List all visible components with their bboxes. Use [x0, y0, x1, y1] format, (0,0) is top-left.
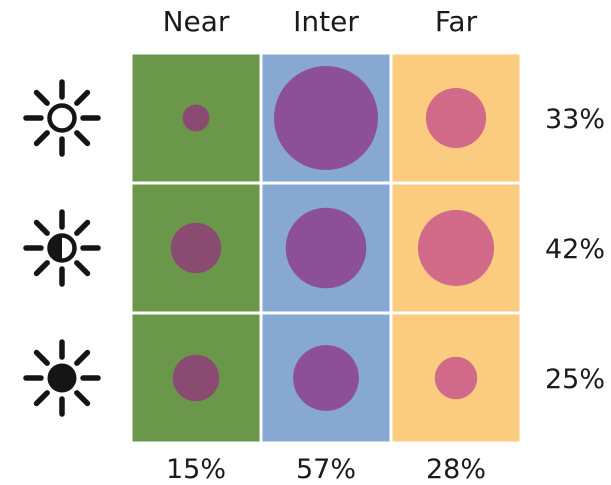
column-total-label: 57%	[296, 454, 356, 485]
sun-ray	[74, 89, 91, 106]
sun-disc	[47, 363, 77, 393]
sun-ray	[33, 89, 50, 106]
bubble-far-row3	[434, 356, 478, 400]
column-header-near: Near	[163, 5, 230, 38]
bubble-near-row3	[172, 354, 220, 402]
bubble-near-row2	[170, 222, 222, 274]
sun-ray	[74, 130, 91, 147]
sun-half-fill	[49, 235, 62, 261]
sun-ray	[74, 390, 91, 407]
cell-near-row3	[129, 311, 263, 445]
row-total-label: 25%	[545, 364, 605, 395]
sun-ray	[74, 219, 91, 236]
bubble-inter-row2	[285, 207, 367, 289]
bubble-inter-row3	[293, 345, 359, 411]
bubble-inter-row1	[273, 65, 379, 171]
sun-ray	[74, 260, 91, 277]
column-header-inter: Inter	[293, 5, 359, 38]
sun-ray	[33, 219, 50, 236]
column-total-label: 15%	[166, 454, 226, 485]
column-header-far: Far	[435, 5, 478, 38]
sun-empty-icon	[23, 79, 101, 157]
sun-full-icon	[23, 339, 101, 417]
sun-ray	[33, 130, 50, 147]
bubble-far-row2	[418, 210, 494, 286]
bubble-far-row1	[425, 87, 487, 149]
sun-ray	[33, 390, 50, 407]
column-total-label: 28%	[426, 454, 486, 485]
sun-half-icon	[23, 209, 101, 287]
sun-ray	[33, 349, 50, 366]
row-total-label: 33%	[545, 104, 605, 135]
bubble-near-row1	[182, 104, 210, 132]
row-total-label: 42%	[545, 234, 605, 265]
sun-ray	[74, 349, 91, 366]
sun-disc	[47, 103, 77, 133]
sun-ray	[33, 260, 50, 277]
